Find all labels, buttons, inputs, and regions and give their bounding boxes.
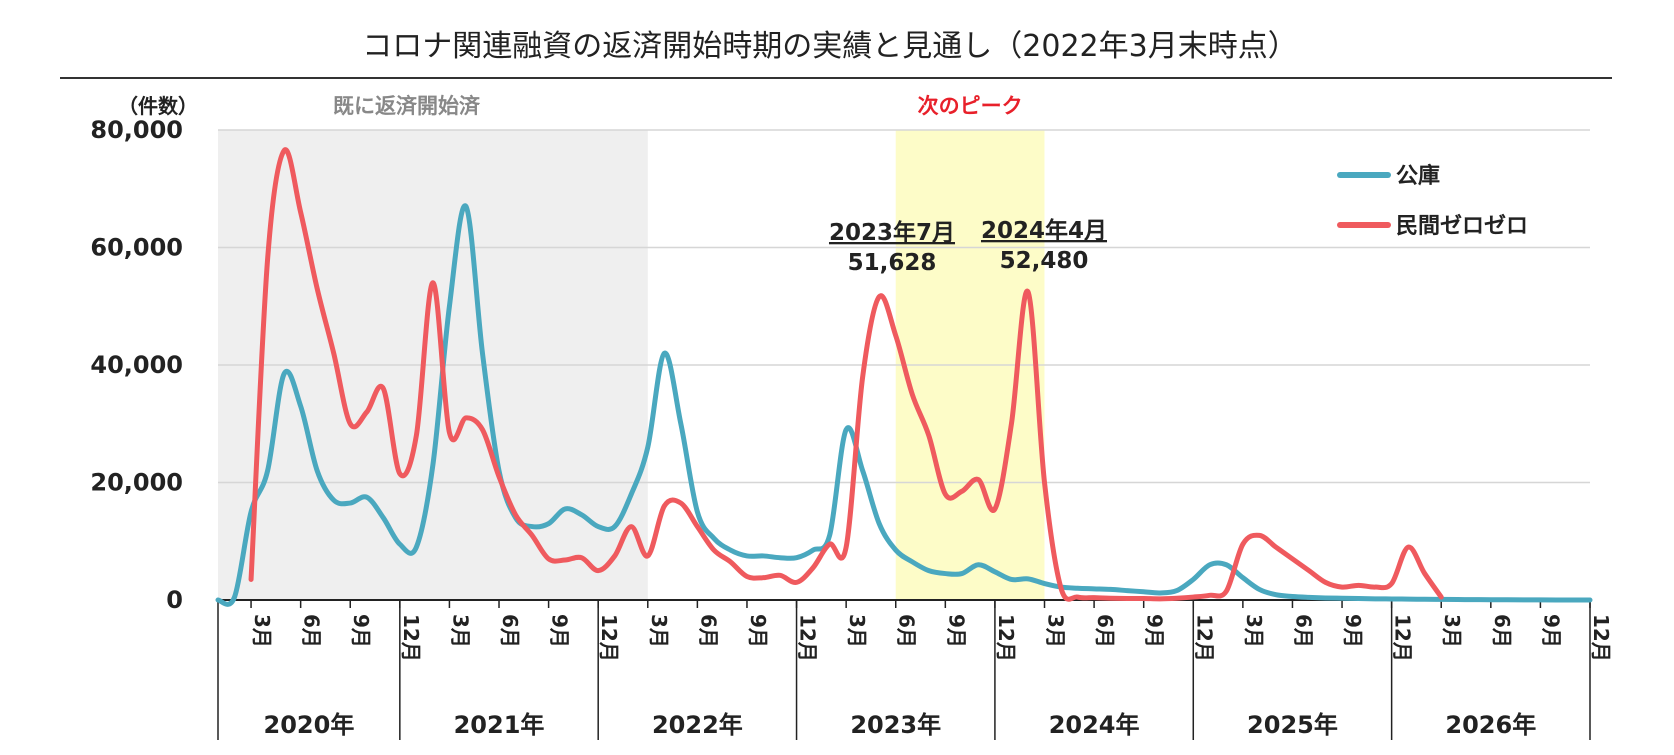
- x-tick-label: 3月: [647, 614, 671, 648]
- series-lines: [215, 147, 1593, 607]
- peak-value-label: 52,480: [1000, 248, 1089, 274]
- y-tick-label: 0: [166, 586, 183, 614]
- x-tick-label: 6月: [895, 614, 919, 648]
- x-tick-label: 3月: [250, 614, 274, 648]
- peak-value-label: 51,628: [848, 250, 937, 276]
- year-label: 2020年: [264, 711, 355, 739]
- annotations: 2023年7月 51,628 2024年4月 52,480: [829, 217, 1107, 276]
- year-label: 2026年: [1445, 711, 1536, 739]
- x-tick-label: 6月: [300, 614, 324, 648]
- x-tick-label: 6月: [1291, 614, 1315, 648]
- x-tick-label: 3月: [448, 614, 472, 648]
- x-tick-label: 12月: [994, 614, 1018, 662]
- chart-title: コロナ関連融資の返済開始時期の実績と見通し（2022年3月末時点）: [362, 29, 1297, 64]
- x-tick-label: 9月: [1143, 614, 1167, 648]
- x-tick-label: 9月: [349, 614, 373, 648]
- series-line: [248, 147, 1444, 602]
- x-tick-label: 6月: [696, 614, 720, 648]
- x-tick-label: 12月: [1589, 614, 1613, 662]
- year-label: 2021年: [454, 711, 545, 739]
- x-tick-label: 9月: [746, 614, 770, 648]
- y-tick-label: 80,000: [90, 116, 183, 144]
- x-tick-label: 3月: [1242, 614, 1266, 648]
- year-label: 2024年: [1049, 711, 1140, 739]
- x-tick-label: 9月: [1341, 614, 1365, 648]
- x-tick-label: 6月: [498, 614, 522, 648]
- legend-label: 公庫: [1396, 163, 1440, 189]
- x-tick-label: 12月: [796, 614, 820, 662]
- y-tick-label: 20,000: [90, 469, 183, 497]
- x-tick-label: 6月: [1490, 614, 1514, 648]
- year-label: 2023年: [850, 711, 941, 739]
- y-axis: 0 20,000 40,000 60,000 80,000: [90, 116, 183, 614]
- x-tick-label: 12月: [399, 614, 423, 662]
- shaded-region-label: 既に返済開始済: [333, 94, 481, 118]
- y-axis-label: （件数）: [118, 94, 198, 118]
- x-tick-label: 12月: [1192, 614, 1216, 662]
- x-tick-label: 3月: [1044, 614, 1068, 648]
- shaded-region-label: 次のピーク: [918, 94, 1023, 118]
- x-tick-label: 9月: [1539, 614, 1563, 648]
- y-tick-label: 60,000: [90, 234, 183, 262]
- x-tick-label: 9月: [548, 614, 572, 648]
- x-tick-label: 6月: [1093, 614, 1117, 648]
- series-line: [215, 203, 1593, 607]
- x-tick-label: 9月: [944, 614, 968, 648]
- peak-date-label: 2023年7月: [829, 219, 955, 246]
- x-tick-label: 12月: [1391, 614, 1415, 662]
- y-tick-label: 40,000: [90, 351, 183, 379]
- x-axis: 3月 6月 9月 12月 3月 6月 9月 12月 3月 6月 9月 12月 3月 6月 9月 12月 3月 6月…: [217, 599, 1613, 740]
- year-label: 2022年: [652, 711, 743, 739]
- x-tick-label: 3月: [1440, 614, 1464, 648]
- legend-label: 民間ゼロゼロ: [1396, 214, 1528, 239]
- x-tick-label: 12月: [597, 614, 621, 662]
- year-label: 2025年: [1247, 711, 1338, 739]
- peak-date-label: 2024年4月: [981, 217, 1107, 244]
- x-tick-label: 3月: [845, 614, 869, 648]
